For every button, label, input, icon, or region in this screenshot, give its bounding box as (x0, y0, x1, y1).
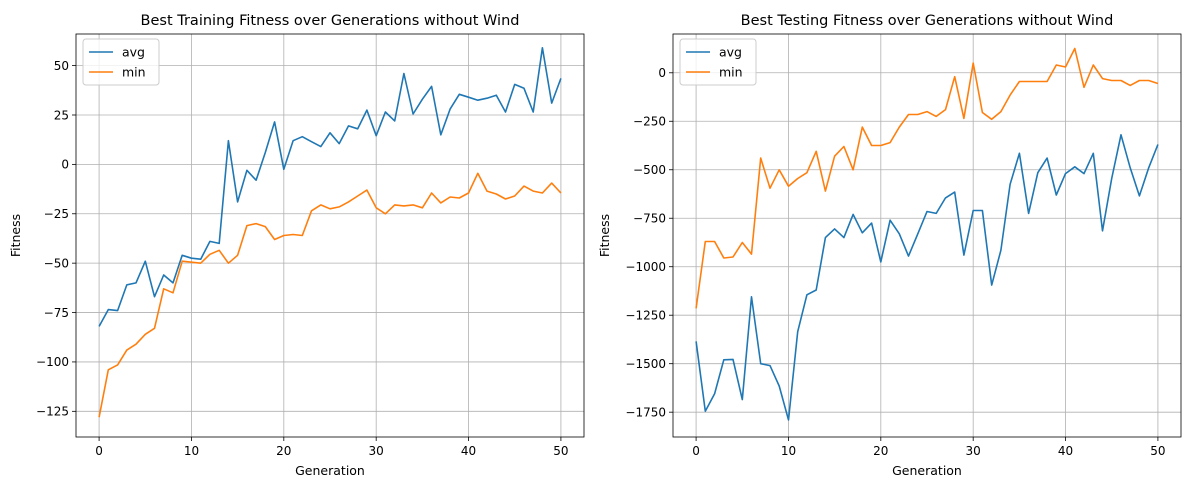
legend-label-avg: avg (122, 45, 145, 60)
y-tick-label: −125 (36, 405, 69, 419)
x-tick-label: 0 (692, 444, 700, 458)
grid (76, 34, 584, 437)
y-tick-label: −100 (36, 355, 69, 369)
x-tick-label: 10 (781, 444, 796, 458)
y-tick-label: −1000 (625, 260, 666, 274)
x-axis-ticks: 0 10 20 30 40 50 (95, 437, 569, 458)
x-tick-label: 20 (276, 444, 291, 458)
plot-frame (672, 33, 1182, 438)
x-tick-label: 0 (95, 444, 103, 458)
x-tick-label: 50 (1150, 444, 1165, 458)
x-tick-label: 40 (1058, 444, 1073, 458)
chart-title: Best Testing Fitness over Generations wi… (741, 13, 1114, 29)
training-fitness-chart: 0 10 20 30 40 50 −125 −100 −75 −50 −25 0 25 50 Best … (8, 13, 585, 478)
x-tick-label: 10 (184, 444, 199, 458)
x-axis-label: Generation (892, 463, 962, 478)
y-axis-label: Fitness (8, 214, 23, 257)
y-tick-label: −500 (633, 163, 666, 177)
legend: avg min (679, 38, 757, 86)
legend-label-min: min (719, 65, 743, 80)
legend-label-min: min (122, 65, 146, 80)
series-line-avg (98, 46, 562, 327)
legend-box (82, 38, 160, 86)
series-line-min (695, 47, 1159, 309)
x-tick-label: 30 (369, 444, 384, 458)
series-layer (695, 47, 1159, 421)
y-tick-label: 0 (61, 158, 69, 172)
y-tick-label: −750 (633, 212, 666, 226)
y-axis-ticks: −1750 −1500 −1250 −1000 −750 −500 −250 0 (625, 66, 673, 419)
y-tick-label: −1500 (625, 357, 666, 371)
x-tick-label: 50 (553, 444, 568, 458)
x-tick-label: 40 (461, 444, 476, 458)
x-tick-label: 30 (966, 444, 981, 458)
series-layer (98, 46, 562, 418)
y-tick-label: −1750 (625, 405, 666, 419)
series-line-avg (695, 134, 1159, 421)
y-tick-label: −50 (44, 256, 69, 270)
grid (673, 34, 1181, 437)
y-tick-label: −250 (633, 115, 666, 129)
x-axis-label: Generation (295, 463, 365, 478)
testing-fitness-chart: 0 10 20 30 40 50 −1750 −1500 −1250 −1000 −750 −500… (597, 13, 1182, 478)
plot-frame (75, 33, 585, 438)
y-tick-label: 0 (658, 66, 666, 80)
x-tick-label: 20 (873, 444, 888, 458)
y-tick-label: 25 (54, 108, 69, 122)
series-line-min (98, 172, 562, 418)
chart-title: Best Training Fitness over Generations w… (141, 13, 520, 29)
y-tick-label: 50 (54, 59, 69, 73)
y-tick-label: −1250 (625, 309, 666, 323)
y-tick-label: −75 (44, 306, 69, 320)
legend-box (679, 38, 757, 86)
legend: avg min (82, 38, 160, 86)
x-axis-ticks: 0 10 20 30 40 50 (692, 437, 1166, 458)
y-tick-label: −25 (44, 207, 69, 221)
y-axis-ticks: −125 −100 −75 −50 −25 0 25 50 (36, 59, 76, 419)
legend-label-avg: avg (719, 45, 742, 60)
y-axis-label: Fitness (597, 214, 612, 257)
